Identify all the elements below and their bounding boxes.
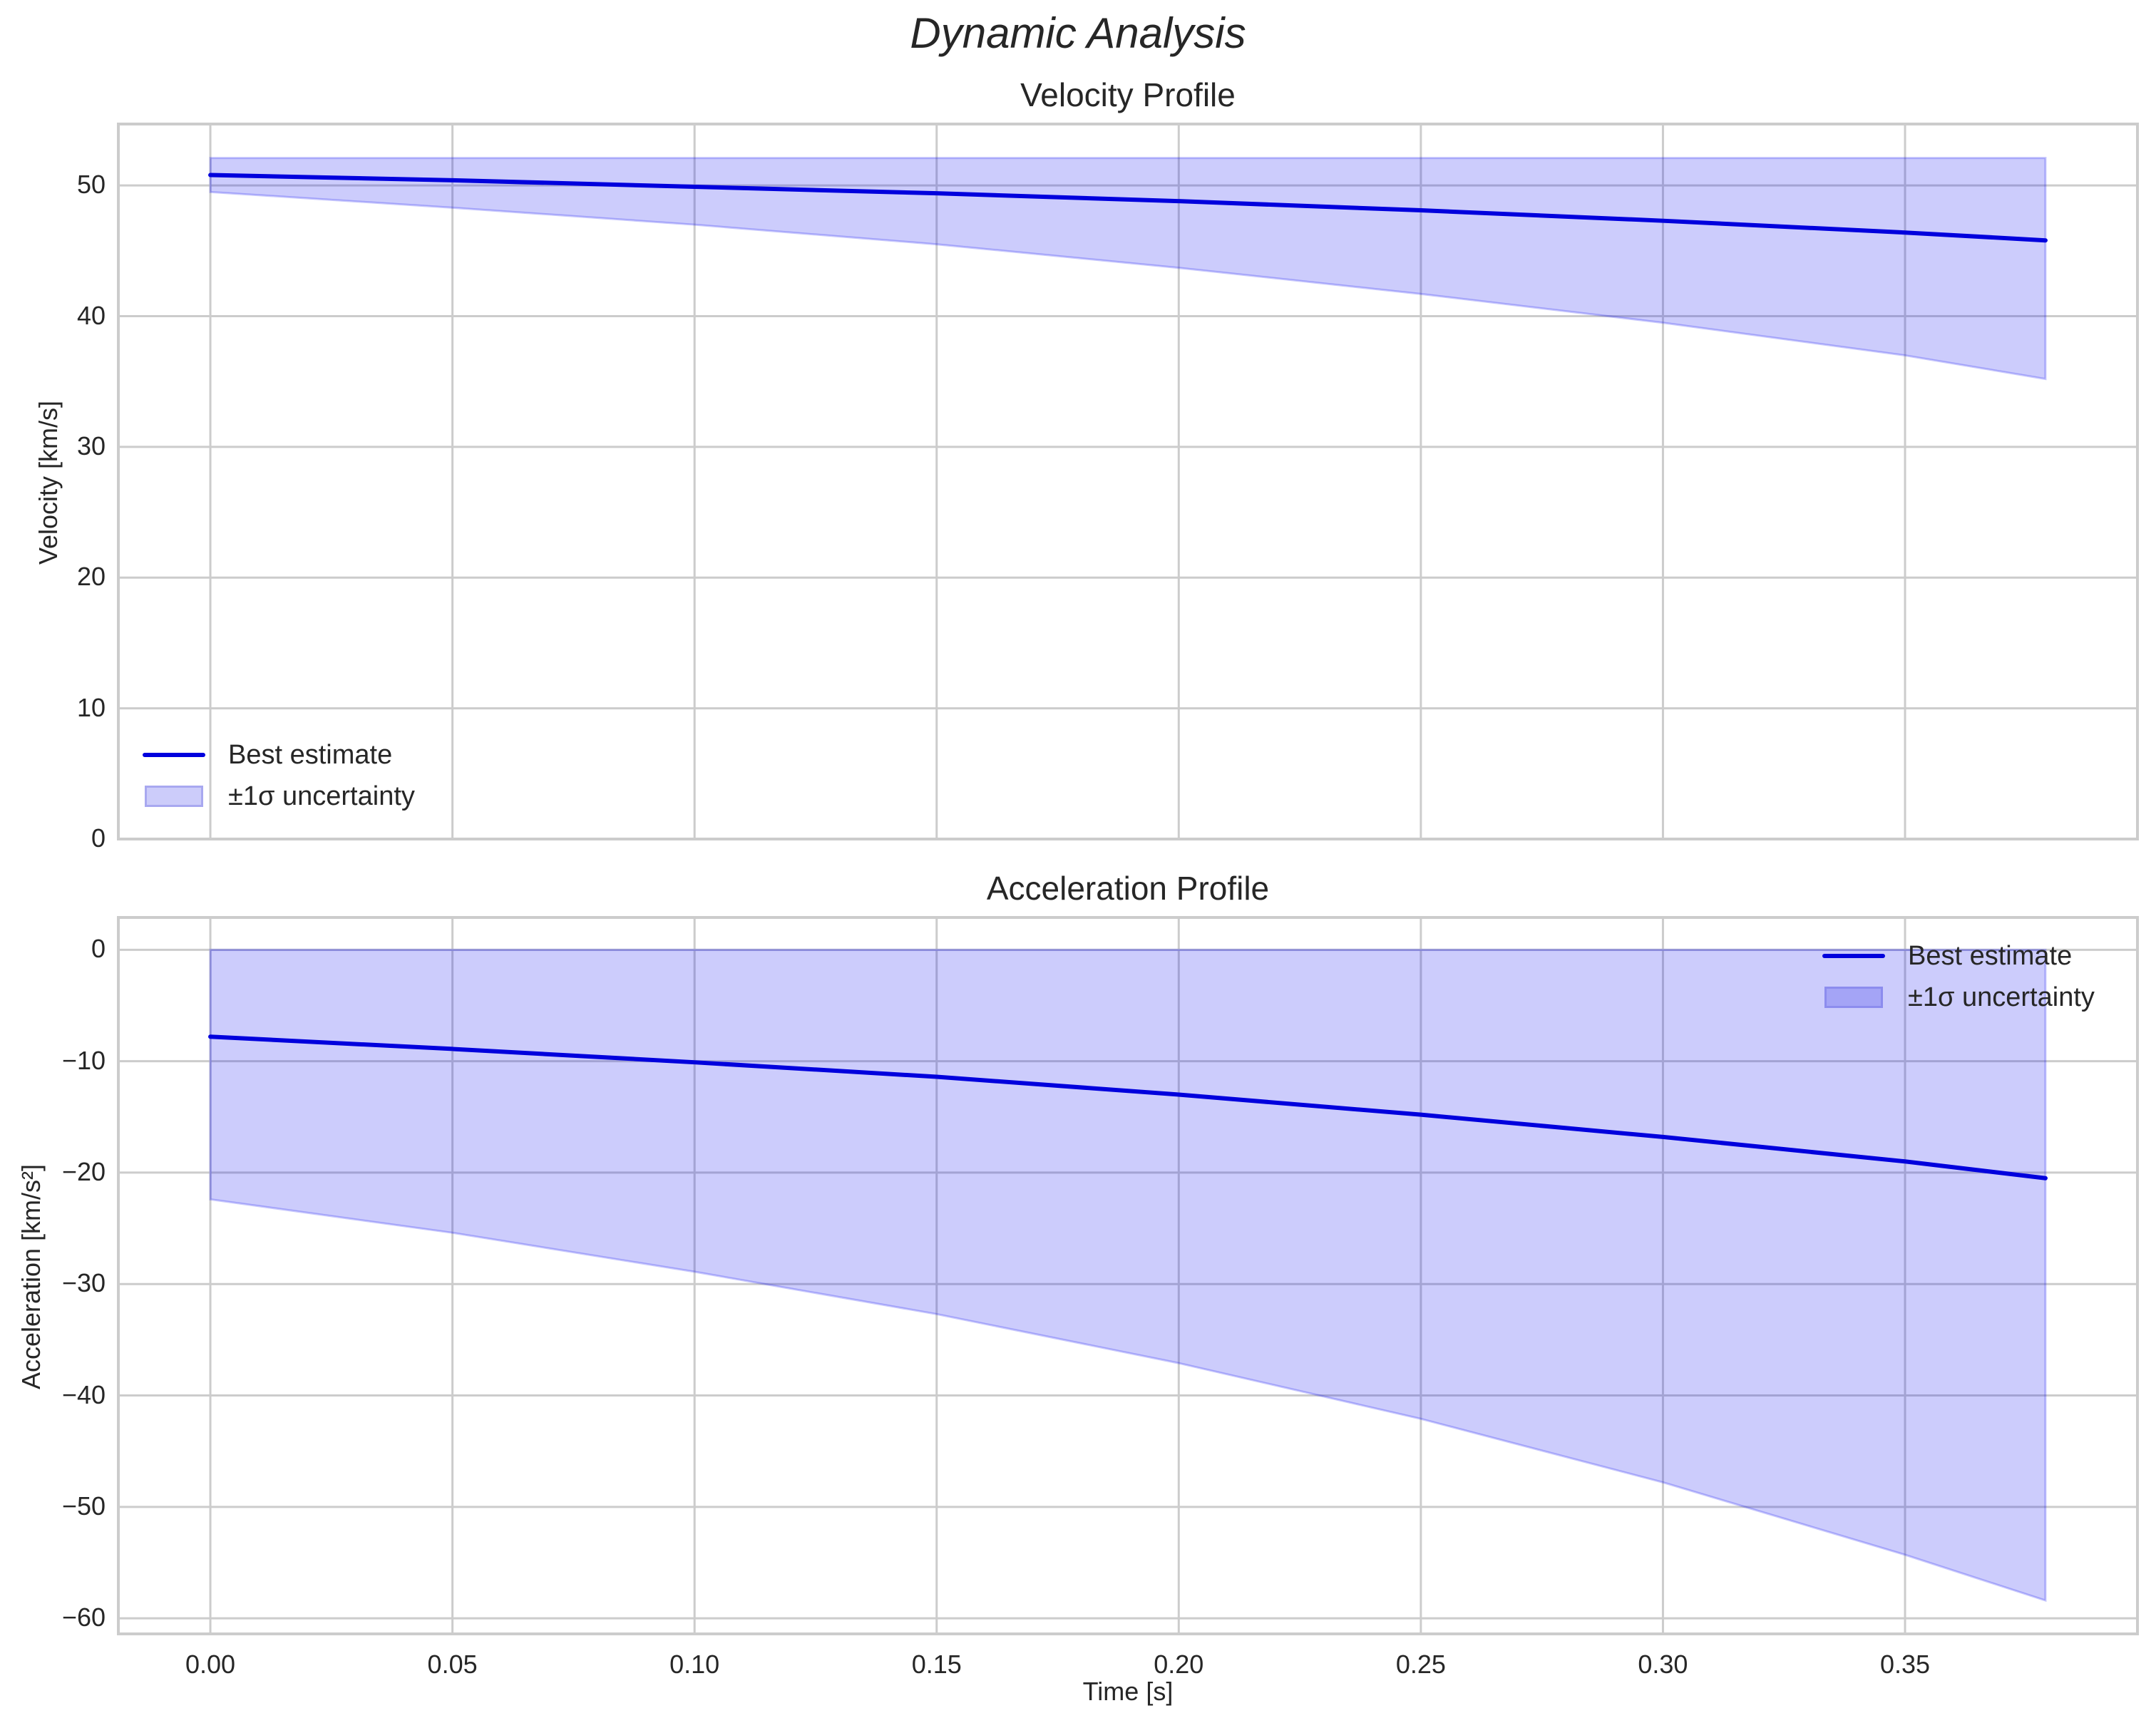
legend-entry-best-estimate: Best estimate xyxy=(143,734,415,776)
x-tick-label: 0.25 xyxy=(1395,1650,1446,1679)
acceleration-y-axis-label: Acceleration [km/s²] xyxy=(16,1163,46,1389)
velocity-legend: Best estimate ±1σ uncertainty xyxy=(143,734,415,817)
uncertainty-band xyxy=(209,157,2047,381)
velocity-axes xyxy=(117,123,2139,840)
y-tick-label: 40 xyxy=(76,300,106,330)
y-tick-label: 10 xyxy=(76,692,106,722)
x-tick-label: 0.35 xyxy=(1879,1650,1931,1679)
axes-frame xyxy=(117,916,2139,1635)
axes-frame xyxy=(117,123,2139,840)
x-tick-label: 0.20 xyxy=(1154,1650,1204,1679)
best-estimate-line xyxy=(208,1034,2048,1181)
legend-label: Best estimate xyxy=(1908,940,2073,971)
line-swatch-icon xyxy=(1822,954,1885,958)
x-tick-label: 0.30 xyxy=(1638,1650,1688,1679)
time-x-axis-label: Time [s] xyxy=(1082,1677,1174,1706)
legend-label: ±1σ uncertainty xyxy=(228,781,415,811)
legend-entry-uncertainty: ±1σ uncertainty xyxy=(1822,977,2095,1018)
y-tick-label: 20 xyxy=(76,562,106,592)
y-tick-label: −30 xyxy=(61,1268,106,1298)
y-tick-label: −40 xyxy=(61,1379,106,1409)
y-tick-label: −60 xyxy=(61,1603,106,1632)
band-swatch-icon xyxy=(1824,987,1883,1008)
best-estimate-line xyxy=(208,173,2048,243)
x-tick-label: 0.05 xyxy=(427,1650,478,1679)
y-tick-label: 50 xyxy=(76,170,106,200)
y-tick-label: 0 xyxy=(91,934,106,964)
velocity-y-axis-label: Velocity [km/s] xyxy=(34,400,63,565)
acceleration-axes xyxy=(117,916,2139,1635)
y-tick-label: 30 xyxy=(76,431,106,461)
acceleration-legend: Best estimate ±1σ uncertainty xyxy=(1822,935,2095,1018)
y-tick-label: 0 xyxy=(91,823,106,853)
velocity-plot-title: Velocity Profile xyxy=(1020,76,1236,113)
figure-title: Dynamic Analysis xyxy=(910,9,1246,57)
legend-label: Best estimate xyxy=(228,739,393,770)
line-swatch-icon xyxy=(143,753,205,757)
y-tick-label: −10 xyxy=(61,1045,106,1075)
acceleration-plot-title: Acceleration Profile xyxy=(986,870,1270,907)
x-tick-label: 0.10 xyxy=(669,1650,720,1679)
band-swatch-icon xyxy=(145,786,203,807)
legend-entry-uncertainty: ±1σ uncertainty xyxy=(143,776,415,817)
uncertainty-band xyxy=(209,948,2047,1603)
legend-label: ±1σ uncertainty xyxy=(1908,982,2095,1012)
x-tick-label: 0.00 xyxy=(185,1650,236,1679)
y-tick-label: −50 xyxy=(61,1491,106,1521)
legend-entry-best-estimate: Best estimate xyxy=(1822,935,2095,977)
x-tick-label: 0.15 xyxy=(911,1650,962,1679)
y-tick-label: −20 xyxy=(61,1156,106,1186)
